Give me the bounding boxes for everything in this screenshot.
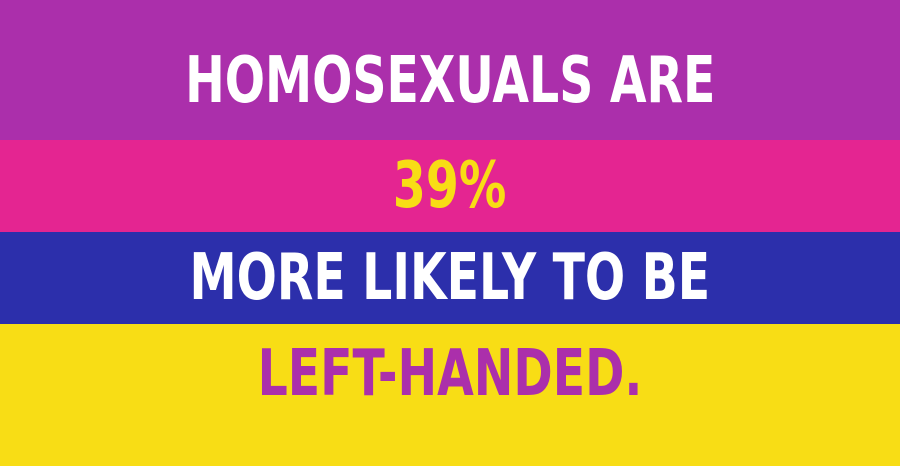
band-yellow: LEFT-HANDED.	[0, 324, 900, 466]
headline-line-4: LEFT-HANDED.	[257, 337, 643, 411]
band-pink: 39%	[0, 140, 900, 232]
band-purple: HOMOSEXUALS ARE	[0, 0, 900, 140]
headline-line-3: MORE LIKELY TO BE	[189, 241, 711, 315]
headline-line-1: HOMOSEXUALS ARE	[184, 44, 716, 118]
percentage-text: 39%	[393, 149, 507, 223]
band-blue: MORE LIKELY TO BE	[0, 232, 900, 324]
